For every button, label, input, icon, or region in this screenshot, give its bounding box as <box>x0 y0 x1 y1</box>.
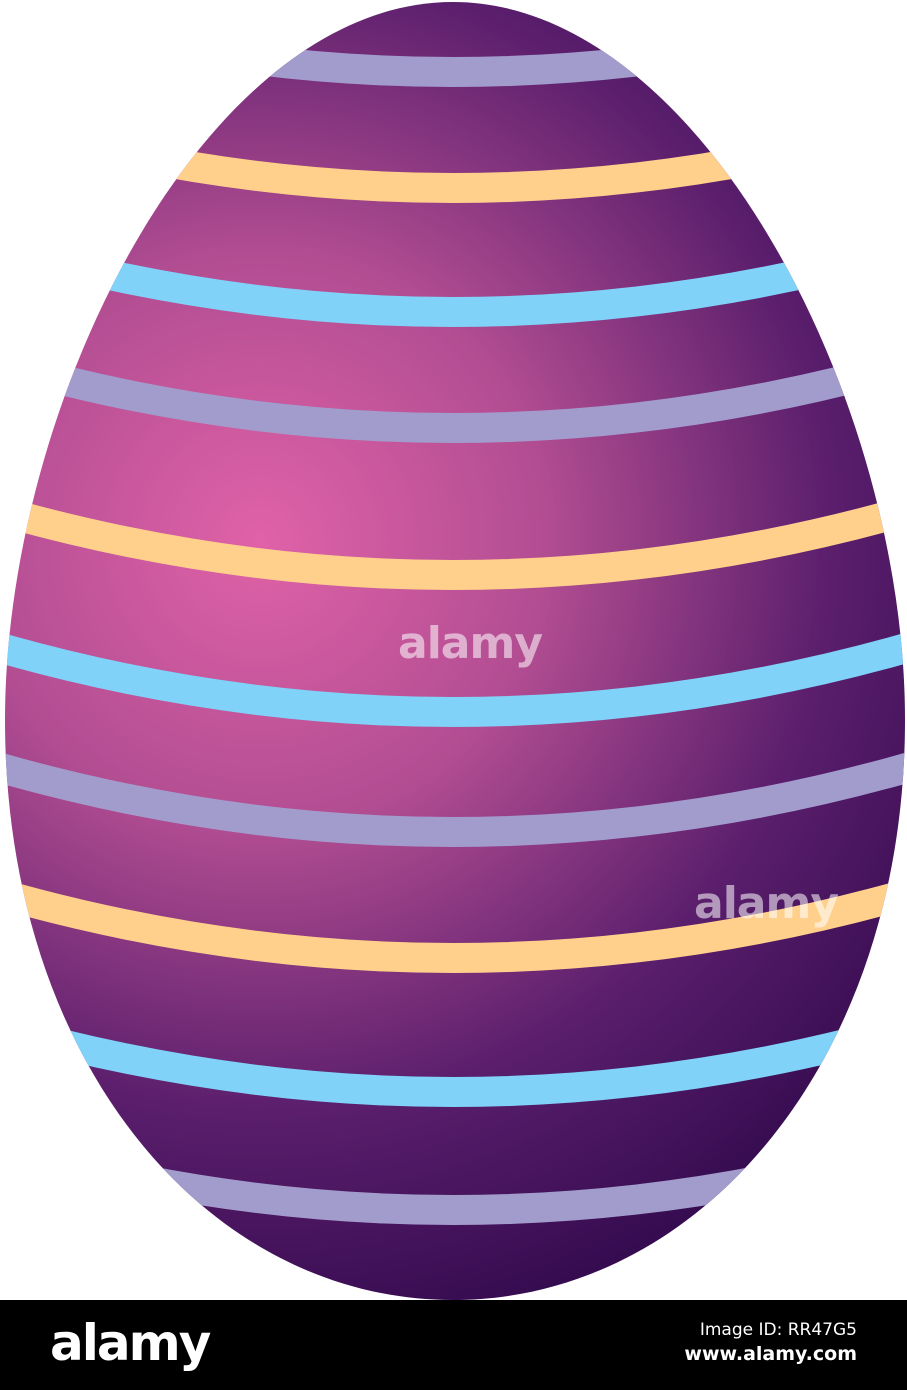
stripe-yellow <box>5 873 905 973</box>
stripe-lavender <box>5 343 905 443</box>
alamy-logo: alamy <box>50 1314 211 1372</box>
watermark: alamy <box>398 618 543 669</box>
easter-egg-illustration <box>5 2 905 1300</box>
stripe-blue <box>5 627 905 727</box>
stripe-blue <box>5 1007 905 1107</box>
egg-stripes <box>5 2 905 1225</box>
footer-bar: alamy Image ID: RR47G5 www.alamy.com <box>0 1300 907 1390</box>
image-id: Image ID: RR47G5 <box>699 1320 857 1340</box>
site-url: www.alamy.com <box>684 1343 857 1365</box>
stripe-yellow <box>5 490 905 590</box>
stripe-blue <box>5 227 905 327</box>
egg-body <box>5 2 905 1300</box>
stripe-lavender <box>5 747 905 847</box>
watermark: alamy <box>694 878 839 929</box>
